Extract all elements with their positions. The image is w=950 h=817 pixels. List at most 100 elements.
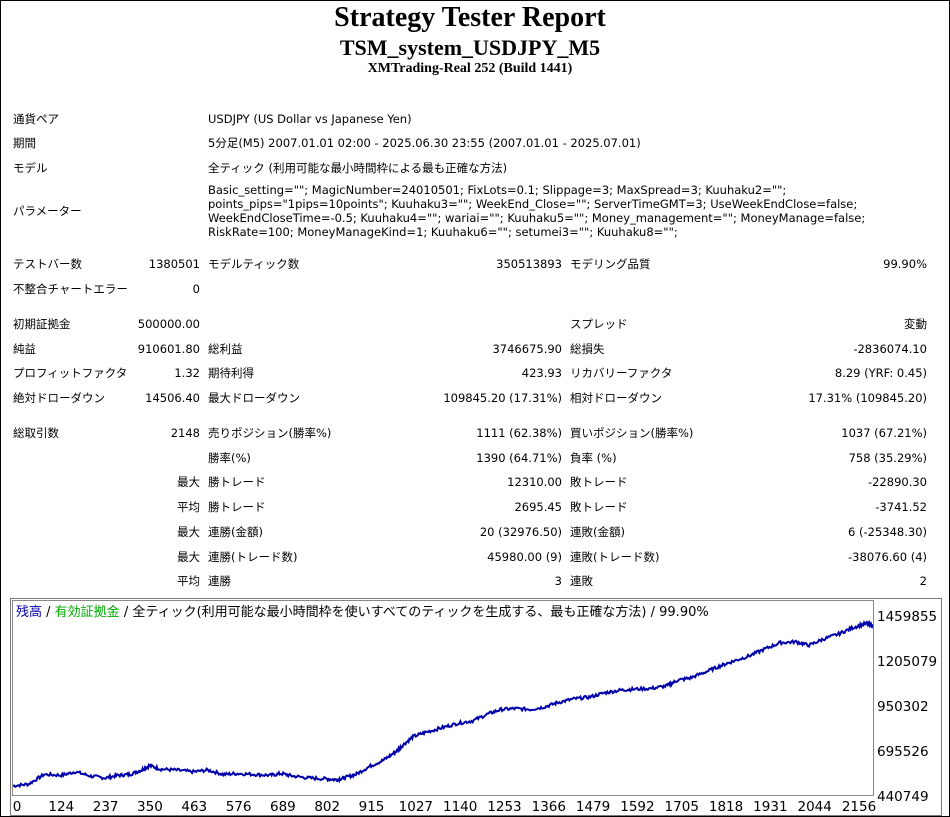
cons-win-count-label: 連勝(トレード数): [208, 550, 298, 564]
x-tick-label: 1140: [442, 799, 478, 815]
x-tick-label: 915: [358, 799, 385, 815]
long-value: 1037 (67.21%): [841, 426, 927, 440]
x-tick-label: 2044: [797, 799, 832, 815]
legend-equity: 有効証拠金: [54, 605, 120, 620]
avg-loss-value: -3741.52: [875, 500, 927, 514]
x-tick-label: 689: [270, 799, 296, 815]
max-label-2: 最大: [177, 525, 200, 539]
spread-value: 変動: [904, 317, 927, 331]
avg-loss-label: 敗トレード: [570, 500, 628, 514]
x-tick-label: 0: [12, 799, 22, 815]
x-tick-label: 1818: [708, 799, 744, 815]
abs-dd-label: 絶対ドローダウン: [13, 391, 105, 405]
x-tick-label: 1705: [664, 799, 699, 815]
abs-dd-value: 14506.40: [145, 391, 200, 405]
total-trades-label: 総取引数: [13, 426, 59, 440]
params-label: パラメーター: [13, 204, 82, 218]
legend-separator-1: /: [42, 605, 55, 620]
x-tick-label: 1253: [487, 799, 522, 815]
cons-win-money-label: 連勝(金額): [208, 525, 263, 539]
y-tick-label: 695526: [877, 744, 929, 760]
x-tick-label: 1366: [531, 799, 566, 815]
x-tick-label: 576: [225, 799, 252, 815]
model-label: モデル: [13, 161, 48, 175]
avg-cons-win-value: 3: [554, 574, 562, 588]
max-label-3: 最大: [177, 550, 200, 564]
legend-balance: 残高: [16, 605, 43, 620]
recovery-value: 8.29 (YRF: 0.45): [834, 366, 927, 380]
report-subtitle: TSM_system_USDJPY_M5: [339, 35, 601, 60]
x-tick-label: 1027: [398, 799, 434, 815]
recovery-label: リカバリーファクタ: [570, 366, 673, 380]
net-label: 純益: [13, 342, 36, 356]
pf-label: プロフィットファクタ: [13, 366, 128, 380]
expected-value: 423.93: [521, 366, 562, 380]
ticks-label: モデルティック数: [208, 257, 300, 271]
x-tick-label: 1931: [753, 799, 788, 815]
long-label: 買いポジション(勝率%): [570, 426, 694, 440]
deposit-label: 初期証拠金: [13, 317, 71, 331]
largest-loss-label: 敗トレード: [570, 475, 628, 489]
legend-model: 全ティック(利用可能な最小時間枠を使いすべてのティックを生成する、最も正確な方法…: [132, 605, 709, 620]
gross-profit-label: 総利益: [208, 342, 243, 356]
symbol-value: USDJPY (US Dollar vs Japanese Yen): [208, 112, 412, 126]
legend-separator-2: /: [119, 605, 133, 620]
bars-value: 1380501: [148, 257, 200, 271]
spread-label: スプレッド: [570, 317, 628, 331]
short-value: 1111 (62.38%): [476, 426, 562, 440]
x-tick-label: 124: [48, 799, 75, 815]
short-label: 売りポジション(勝率%): [208, 426, 332, 440]
deposit-value: 500000.00: [137, 317, 200, 331]
plot-area: [12, 600, 874, 796]
y-tick-label: 950302: [877, 699, 929, 715]
x-tick-label: 463: [181, 799, 208, 815]
x-tick-label: 350: [137, 799, 163, 815]
report-server: XMTrading-Real 252 (Build 1441): [367, 61, 573, 76]
avg-cons-loss-value: 2: [919, 574, 927, 588]
rel-dd-value: 17.31% (109845.20): [808, 391, 927, 405]
largest-win-label: 勝トレード: [208, 475, 266, 489]
avg-cons-loss-label: 連敗: [570, 574, 593, 588]
report-title: Strategy Tester Report: [334, 2, 606, 33]
balance-chart: 残高 / 有効証拠金 / 全ティック(利用可能な最小時間枠を使いすべてのティック…: [10, 598, 942, 816]
y-tick-label: 1459855: [877, 609, 938, 625]
expected-label: 期待利得: [208, 366, 254, 380]
pf-value: 1.32: [174, 366, 200, 380]
y-tick-label: 1205079: [877, 654, 938, 670]
largest-win-value: 12310.00: [507, 475, 562, 489]
gross-profit-value: 3746675.90: [492, 342, 562, 356]
cons-loss-count-label: 連敗(トレード数): [570, 550, 660, 564]
quality-label: モデリング品質: [570, 257, 651, 271]
max-dd-value: 109845.20 (17.31%): [443, 391, 562, 405]
avg-cons-win-label: 連勝: [208, 574, 231, 588]
balance-series-line: [13, 619, 873, 789]
model-value: 全ティック (利用可能な最小時間枠による最も正確な方法): [208, 161, 508, 175]
loss-label: 負率 (%): [570, 451, 617, 465]
cons-loss-money-value: 6 (-25348.30): [848, 525, 927, 539]
chart-legend: 残高 / 有効証拠金 / 全ティック(利用可能な最小時間枠を使いすべてのティック…: [16, 601, 709, 620]
bars-label: テストバー数: [13, 257, 82, 271]
cons-loss-money-label: 連敗(金額): [570, 525, 625, 539]
mismatch-value: 0: [192, 282, 200, 296]
balance-line-svg: [13, 619, 873, 789]
win-label: 勝率(%): [208, 451, 251, 465]
ticks-value: 350513893: [496, 257, 562, 271]
x-tick-label: 1479: [575, 799, 611, 815]
win-value: 1390 (64.71%): [476, 451, 562, 465]
y-tick-label: 440749: [877, 789, 929, 805]
gross-loss-value: -2836074.10: [853, 342, 927, 356]
x-tick-label: 2156: [841, 799, 877, 815]
avg-win-value: 2695.45: [514, 500, 562, 514]
total-trades-value: 2148: [170, 426, 200, 440]
largest-loss-value: -22890.30: [867, 475, 927, 489]
avg-win-label: 勝トレード: [208, 500, 266, 514]
gross-loss-label: 総損失: [570, 342, 605, 356]
x-tick-label: 237: [92, 799, 119, 815]
quality-value: 99.90%: [883, 257, 927, 271]
avg-label-1: 平均: [177, 500, 200, 514]
x-tick-label: 1592: [620, 799, 655, 815]
symbol-label: 通貨ペア: [13, 112, 59, 126]
net-value: 910601.80: [137, 342, 200, 356]
loss-value: 758 (35.29%): [848, 451, 927, 465]
cons-win-money-value: 20 (32976.50): [479, 525, 562, 539]
